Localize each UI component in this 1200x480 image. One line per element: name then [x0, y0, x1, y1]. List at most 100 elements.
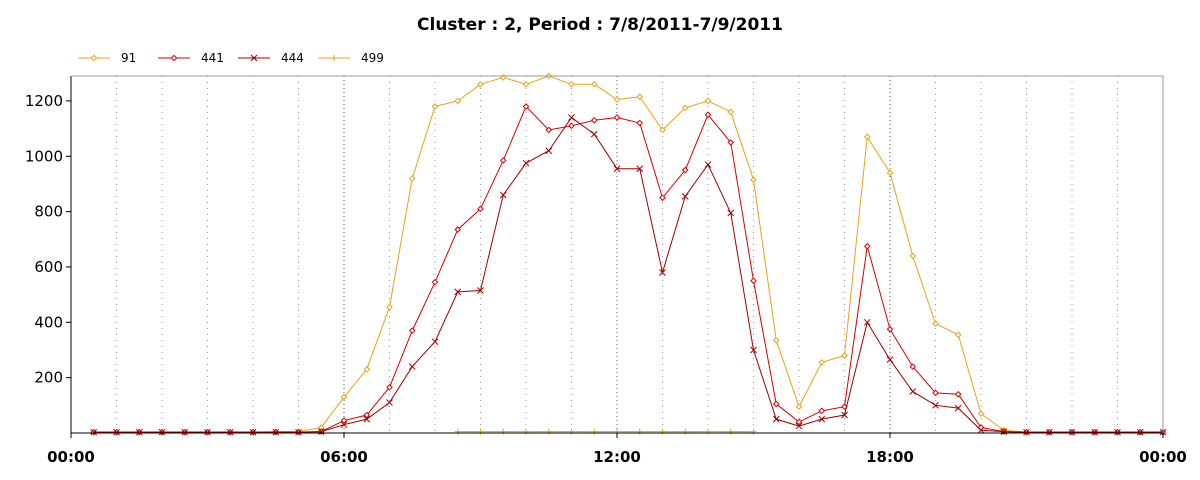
data-point — [613, 165, 621, 173]
data-point — [431, 338, 439, 346]
data-point — [681, 104, 689, 112]
data-point — [727, 139, 735, 146]
data-point — [772, 400, 780, 408]
data-point — [522, 103, 530, 110]
data-point — [522, 159, 530, 167]
legend-item: 91 — [78, 51, 136, 65]
data-point — [363, 415, 371, 423]
data-point — [250, 54, 258, 62]
data-point — [863, 242, 871, 250]
data-point — [909, 388, 917, 395]
data-point — [408, 327, 416, 334]
data-point — [590, 116, 598, 124]
data-point — [863, 133, 871, 141]
data-point — [954, 404, 962, 412]
x-tick-label: 18:00 — [866, 448, 914, 466]
data-point — [590, 80, 598, 88]
legend-label: 91 — [121, 51, 136, 65]
data-point — [932, 389, 939, 397]
data-point — [500, 428, 507, 435]
data-point — [1114, 428, 1121, 436]
data-point — [795, 418, 803, 426]
data-point — [750, 428, 757, 435]
data-point — [568, 80, 575, 88]
y-tick-label: 1000 — [25, 147, 63, 165]
data-point — [386, 384, 393, 391]
data-point — [568, 122, 575, 130]
series-line — [93, 116, 1163, 433]
data-point — [1091, 428, 1099, 436]
data-point — [386, 399, 393, 406]
data-point — [818, 359, 826, 366]
data-point — [932, 320, 939, 327]
data-point — [659, 428, 666, 435]
data-point — [613, 96, 621, 103]
legend-item: 441 — [158, 51, 224, 65]
data-point — [636, 119, 644, 127]
data-point — [932, 401, 939, 409]
x-tick-label: 00:00 — [1139, 448, 1187, 466]
data-point — [750, 176, 757, 184]
data-point — [454, 97, 462, 105]
data-point — [591, 428, 598, 435]
data-point — [954, 331, 962, 339]
data-point — [590, 130, 598, 138]
data-point — [499, 74, 507, 81]
data-point — [636, 165, 644, 173]
data-point — [408, 363, 416, 370]
legend-label: 444 — [281, 51, 304, 65]
data-point — [477, 287, 484, 294]
data-point — [454, 226, 462, 233]
data-point — [386, 303, 393, 311]
data-point — [431, 103, 439, 110]
x-tick-label: 12:00 — [593, 448, 641, 466]
data-point — [886, 169, 894, 177]
legend-item: 444 — [238, 51, 304, 65]
legend-item: 499 — [318, 51, 384, 65]
data-point — [772, 336, 780, 344]
y-tick-label: 1200 — [25, 92, 63, 110]
data-point — [363, 366, 371, 373]
data-point — [704, 161, 712, 168]
data-point — [727, 209, 735, 217]
data-point — [170, 54, 178, 62]
data-point — [977, 426, 985, 434]
data-point — [1045, 428, 1053, 436]
data-point — [477, 80, 484, 88]
data-point — [681, 193, 689, 200]
data-point — [477, 205, 484, 213]
data-point — [681, 166, 689, 174]
data-point — [795, 422, 803, 430]
data-point — [135, 428, 143, 436]
data-point — [909, 252, 917, 260]
data-point — [545, 147, 553, 155]
data-point — [340, 393, 348, 401]
data-point — [682, 428, 689, 435]
data-point — [454, 428, 461, 435]
chart-legend: 91 441 444 499 — [78, 51, 384, 65]
data-point — [295, 428, 302, 436]
data-point — [499, 157, 507, 164]
y-tick-label: 800 — [34, 203, 63, 221]
legend-label: 441 — [201, 51, 224, 65]
data-point — [477, 428, 484, 435]
data-point — [408, 175, 416, 182]
data-point — [90, 428, 98, 436]
data-point — [818, 415, 826, 423]
x-tick-label: 06:00 — [320, 448, 368, 466]
data-point — [636, 93, 644, 101]
data-point — [659, 269, 666, 276]
data-point — [545, 428, 552, 435]
data-point — [863, 318, 871, 326]
data-point — [772, 415, 780, 423]
data-point — [977, 410, 985, 417]
data-point — [659, 126, 666, 134]
data-point — [613, 114, 621, 121]
data-point — [568, 428, 575, 435]
data-point — [113, 428, 120, 436]
data-point — [249, 428, 257, 436]
data-point — [454, 288, 462, 296]
y-tick-label: 600 — [34, 258, 63, 276]
data-point — [818, 407, 826, 415]
